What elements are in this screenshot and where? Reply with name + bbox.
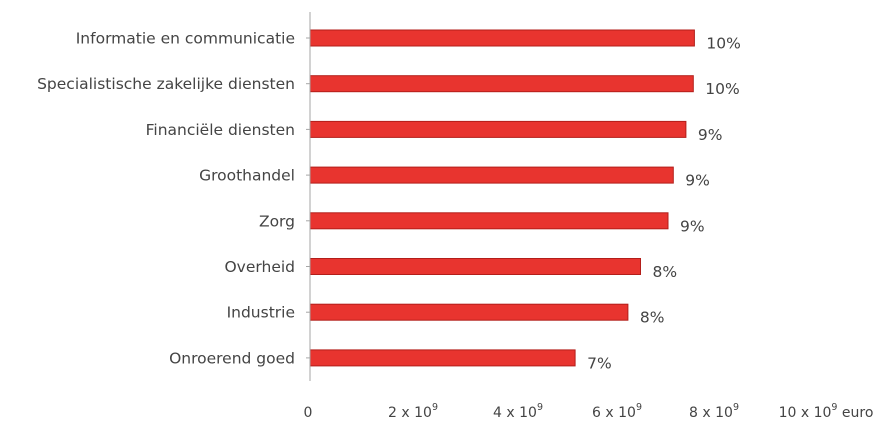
category-label: Informatie en communicatie xyxy=(76,30,295,48)
x-tick-label: 0 xyxy=(304,405,313,421)
data-label: 7% xyxy=(587,354,612,372)
x-tick-label: 8 x 109 xyxy=(689,402,739,421)
x-axis-tick-labels: 0 2 x 109 4 x 109 6 x 109 8 x 109 10 x 109 eu… xyxy=(304,402,874,421)
category-label: Industrie xyxy=(227,304,295,322)
x-tick-label: 4 x 109 xyxy=(493,402,543,421)
data-label: 8% xyxy=(640,309,665,327)
bar-3 xyxy=(309,166,674,184)
category-labels: Informatie en communicatie Specialistisch… xyxy=(37,30,295,368)
data-label: 8% xyxy=(653,263,678,281)
data-labels: 10% 10% 9% 9% 9% 8% 8% 7% xyxy=(587,35,741,373)
category-label: Zorg xyxy=(259,212,295,230)
data-label: 10% xyxy=(706,35,740,53)
bar-5 xyxy=(309,258,641,275)
bar-6 xyxy=(309,303,629,321)
data-label: 9% xyxy=(685,172,710,190)
data-label: 9% xyxy=(680,217,705,235)
category-label: Onroerend goed xyxy=(169,349,295,367)
category-label: Financiële diensten xyxy=(146,121,295,139)
x-tick-label: 2 x 109 xyxy=(388,402,438,421)
bars-layer xyxy=(306,29,695,367)
category-label: Overheid xyxy=(224,258,295,276)
bar-2 xyxy=(309,120,687,138)
bar-7 xyxy=(309,349,576,367)
category-label: Specialistische zakelijke diensten xyxy=(37,75,295,93)
x-tick-label: 10 x 109 euro xyxy=(779,402,874,421)
data-label: 10% xyxy=(705,80,739,98)
category-label: Groothandel xyxy=(199,167,295,185)
x-tick-label: 6 x 109 xyxy=(592,402,642,421)
bar-4 xyxy=(309,212,669,230)
data-label: 9% xyxy=(698,126,723,144)
bar-0 xyxy=(309,29,695,47)
bar-1 xyxy=(309,75,694,93)
